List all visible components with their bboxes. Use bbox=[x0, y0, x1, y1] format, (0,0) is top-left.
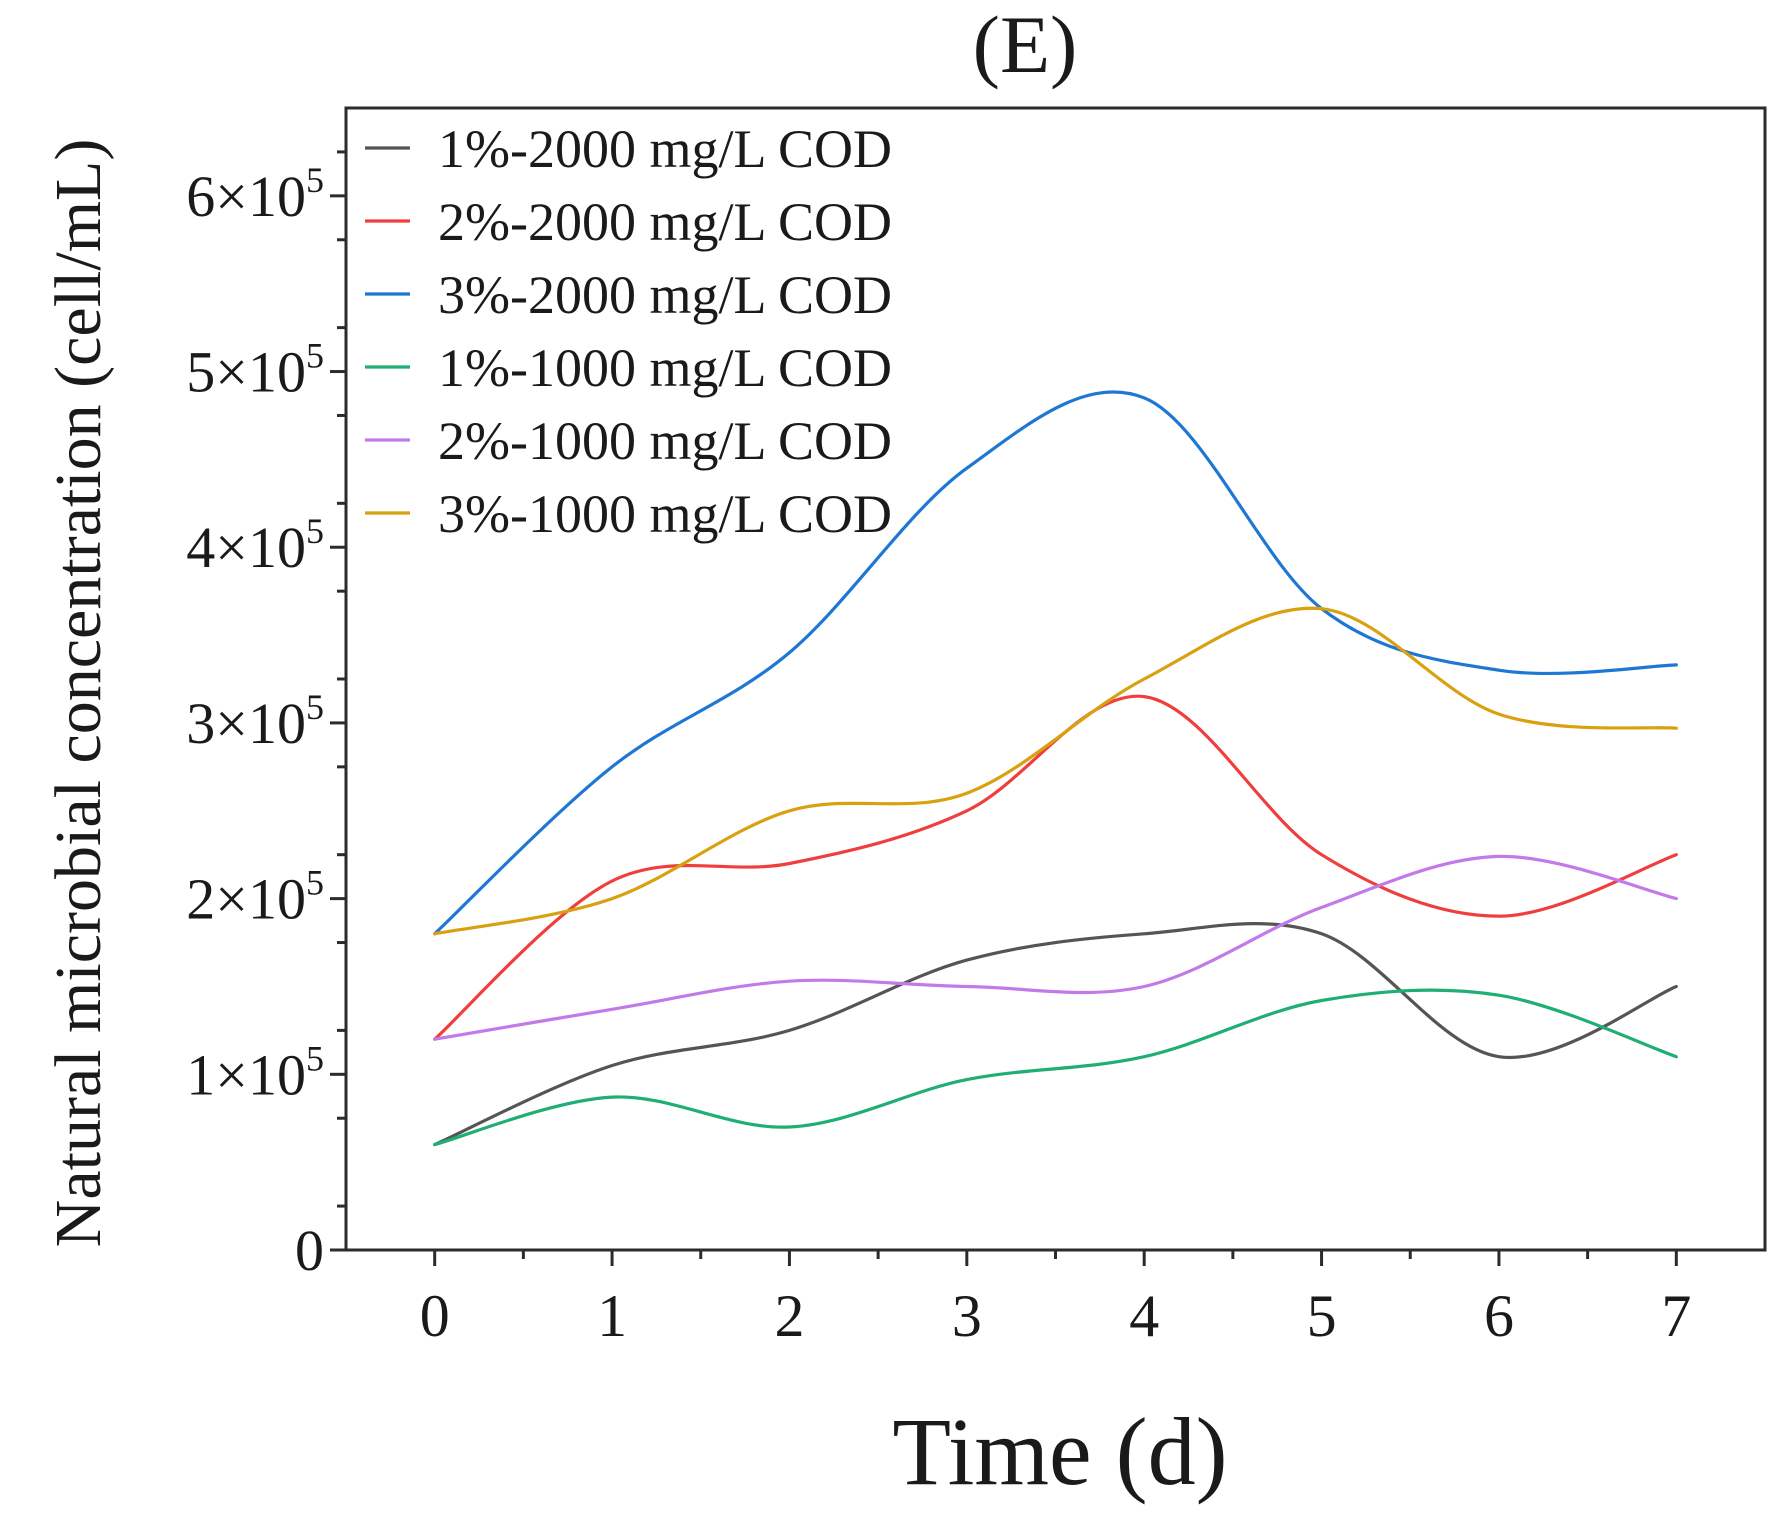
legend-label: 3%-2000 mg/L COD bbox=[438, 265, 892, 325]
x-tick-label: 4 bbox=[1129, 1283, 1159, 1349]
x-tick-label: 3 bbox=[952, 1283, 982, 1349]
y-tick-label: 5×105 bbox=[186, 336, 324, 405]
series-line-4 bbox=[433, 988, 1678, 1147]
series-line-3 bbox=[433, 390, 1678, 936]
series-group bbox=[433, 390, 1678, 1147]
x-tick-label: 2 bbox=[774, 1283, 804, 1349]
y-tick-label: 6×105 bbox=[186, 160, 324, 229]
y-tick-label: 4×105 bbox=[186, 511, 324, 580]
y-axis-ticks: 0 1×105 2×105 3×105 4×105 5×105 6×105 bbox=[186, 150, 346, 1283]
legend-label: 1%-1000 mg/L COD bbox=[438, 338, 892, 398]
legend: 1%-2000 mg/L COD 2%-2000 mg/L COD 3%-2000 … bbox=[365, 119, 892, 544]
series-line-6 bbox=[433, 606, 1678, 936]
y-tick-label: 0 bbox=[295, 1218, 324, 1283]
x-tick-label: 6 bbox=[1484, 1283, 1514, 1349]
x-tick-label: 1 bbox=[597, 1283, 627, 1349]
legend-label: 3%-1000 mg/L COD bbox=[438, 484, 892, 544]
series-line-1 bbox=[433, 922, 1678, 1147]
series-line-2 bbox=[433, 694, 1678, 1041]
y-tick-label: 3×105 bbox=[186, 687, 324, 756]
x-tick-label: 7 bbox=[1661, 1283, 1691, 1349]
series-line-5 bbox=[433, 854, 1678, 1041]
y-tick-label: 2×105 bbox=[186, 863, 324, 932]
x-axis-ticks: 0 1 2 3 4 5 6 7 bbox=[420, 1250, 1691, 1349]
chart-title: (E) bbox=[973, 0, 1078, 90]
y-tick-label: 1×105 bbox=[186, 1038, 324, 1107]
legend-label: 2%-2000 mg/L COD bbox=[438, 192, 892, 252]
x-axis-label: Time (d) bbox=[892, 1398, 1227, 1505]
legend-label: 1%-2000 mg/L COD bbox=[438, 119, 892, 179]
x-tick-label: 5 bbox=[1307, 1283, 1337, 1349]
x-tick-label: 0 bbox=[420, 1283, 450, 1349]
y-axis-label: Natural microbial concentration (cell/mL… bbox=[42, 139, 115, 1248]
legend-label: 2%-1000 mg/L COD bbox=[438, 411, 892, 471]
